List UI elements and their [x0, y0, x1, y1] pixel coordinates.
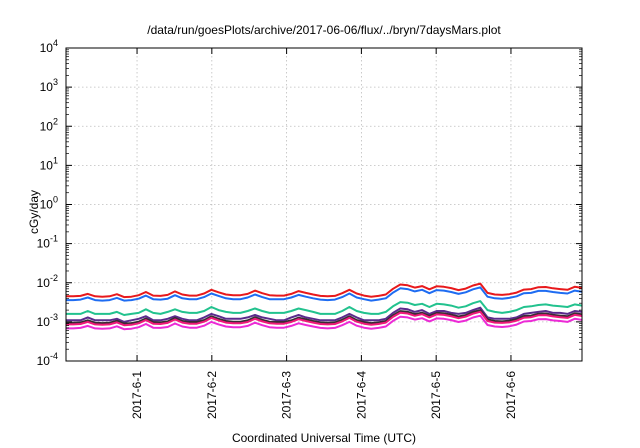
series-line — [66, 282, 583, 299]
y-tick-exponent: -2 — [50, 273, 58, 283]
grid — [66, 48, 582, 361]
y-tick-base: 10 — [40, 80, 54, 94]
y-tick-label: 10-4 — [37, 351, 58, 368]
y-tick-exponent: 0 — [53, 195, 58, 205]
y-tick-base: 10 — [37, 354, 51, 368]
y-tick-label: 10-2 — [37, 273, 58, 290]
y-tick-base: 10 — [37, 237, 51, 251]
y-tick-exponent: -1 — [50, 234, 58, 244]
y-tick-exponent: 3 — [53, 77, 58, 87]
y-tick-exponent: -4 — [50, 351, 58, 361]
y-tick-label: 101 — [40, 155, 58, 172]
y-tick-exponent: 1 — [53, 155, 58, 165]
y-axis-label: cGy/day — [27, 190, 41, 234]
series-line — [66, 286, 583, 302]
series-line — [66, 310, 583, 327]
y-tick-base: 10 — [37, 315, 51, 329]
y-tick-base: 10 — [40, 119, 54, 133]
ticks — [66, 47, 582, 362]
y-tick-base: 10 — [37, 276, 51, 290]
x-tick-label: 2017-6-1 — [130, 371, 144, 419]
y-tick-label: 103 — [40, 77, 58, 94]
y-tick-label: 10-1 — [37, 234, 58, 251]
series-line — [66, 306, 583, 323]
x-axis-label: Coordinated Universal Time (UTC) — [232, 431, 416, 445]
x-tick-label: 2017-6-2 — [205, 371, 219, 419]
y-tick-base: 10 — [40, 158, 54, 172]
series-line — [66, 300, 583, 316]
x-tick-label: 2017-6-5 — [429, 371, 443, 419]
y-tick-exponent: 2 — [53, 116, 58, 126]
x-tick-labels: 2017-6-1 2017-6-2 2017-6-3 2017-6-4 2017-6-5… — [130, 371, 518, 419]
y-tick-base: 10 — [40, 41, 54, 55]
series-group — [66, 282, 583, 331]
y-tick-label: 10-3 — [37, 312, 58, 329]
y-tick-label: 100 — [40, 195, 58, 212]
y-tick-exponent: 4 — [53, 38, 58, 48]
chart-title: /data/run/goesPlots/archive/2017-06-06/f… — [147, 23, 501, 37]
x-tick-label: 2017-6-4 — [354, 371, 368, 419]
y-tick-label: 102 — [40, 116, 58, 133]
series-line — [66, 309, 583, 325]
x-tick-label: 2017-6-6 — [504, 371, 518, 419]
series-line — [66, 314, 583, 331]
y-tick-label: 104 — [40, 38, 58, 55]
x-tick-label: 2017-6-3 — [280, 371, 294, 419]
y-tick-exponent: -3 — [50, 312, 58, 322]
y-tick-base: 10 — [40, 198, 54, 212]
